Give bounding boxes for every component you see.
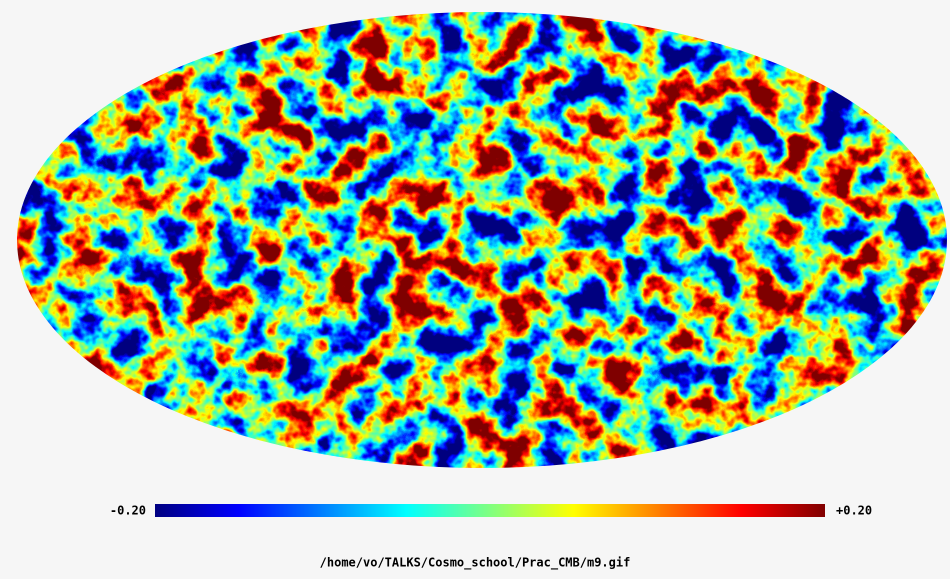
caption: /home/vo/TALKS/Cosmo_school/Prac_CMB/m9.… <box>320 556 631 571</box>
page: -0.20 +0.20 /home/vo/TALKS/Cosmo_school/… <box>0 0 950 579</box>
figure: -0.20 +0.20 /home/vo/TALKS/Cosmo_school/… <box>0 0 950 579</box>
colorbar-max-label: +0.20 <box>836 504 872 518</box>
sky-map <box>17 12 948 468</box>
colorbar-min-label: -0.20 <box>110 504 146 518</box>
colorbar <box>155 504 825 517</box>
